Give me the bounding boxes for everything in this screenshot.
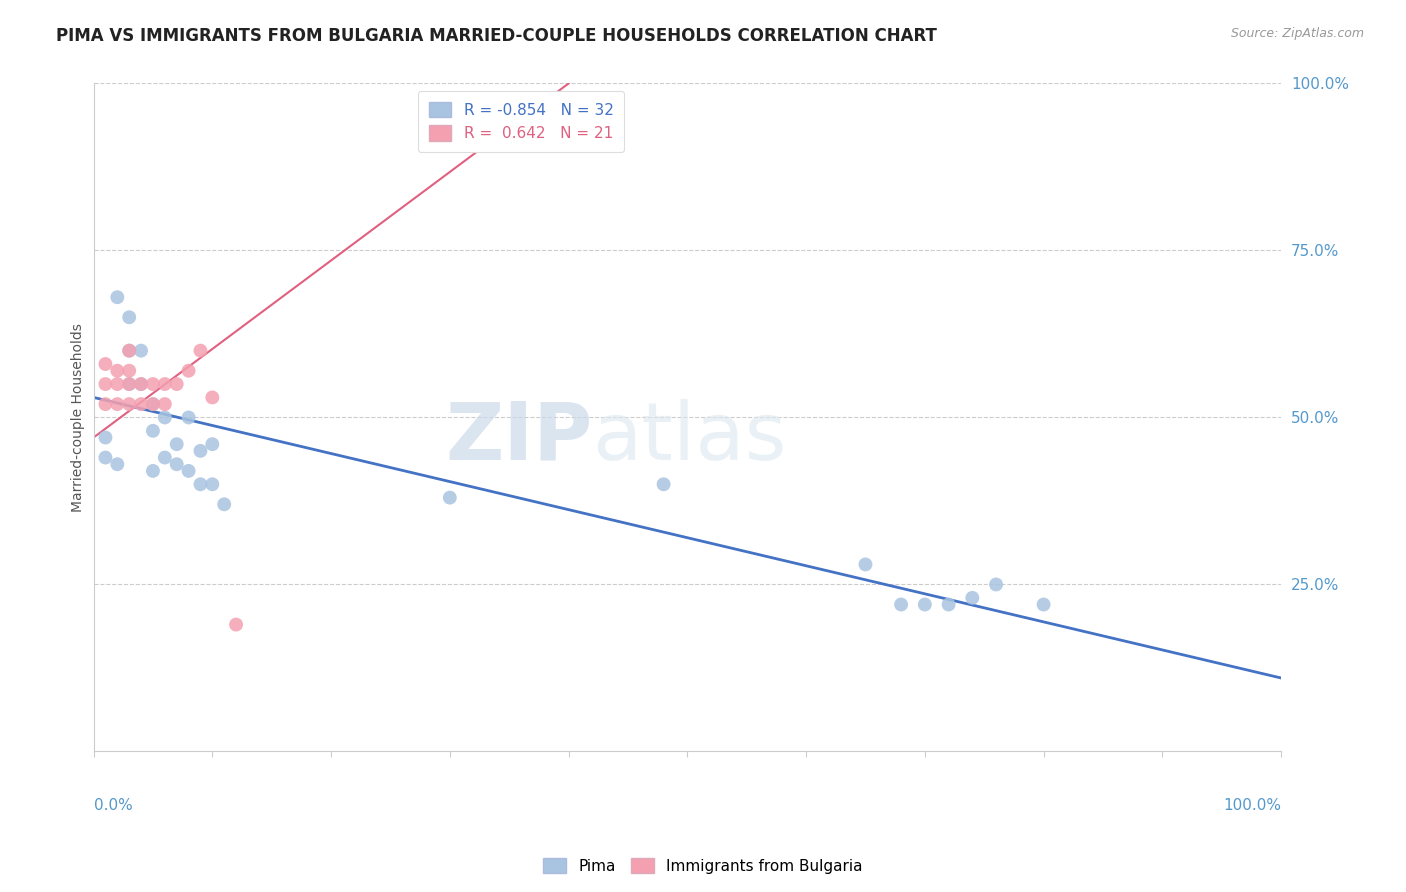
Point <box>142 377 165 392</box>
Point <box>1032 598 1054 612</box>
Point <box>938 598 960 612</box>
Point <box>190 443 212 458</box>
Point <box>166 457 188 471</box>
Point <box>652 477 675 491</box>
Legend: Pima, Immigrants from Bulgaria: Pima, Immigrants from Bulgaria <box>537 852 869 880</box>
Point <box>105 457 128 471</box>
Point <box>153 377 176 392</box>
Text: atlas: atlas <box>592 399 787 476</box>
Point <box>94 357 117 371</box>
Point <box>190 477 212 491</box>
Point <box>129 397 152 411</box>
Point <box>225 617 247 632</box>
Point <box>94 450 117 465</box>
Point <box>105 364 128 378</box>
Point <box>153 450 176 465</box>
Point <box>177 364 200 378</box>
Point <box>94 377 117 392</box>
Text: PIMA VS IMMIGRANTS FROM BULGARIA MARRIED-COUPLE HOUSEHOLDS CORRELATION CHART: PIMA VS IMMIGRANTS FROM BULGARIA MARRIED… <box>56 27 938 45</box>
Point <box>190 343 212 358</box>
Point <box>142 397 165 411</box>
Point <box>166 437 188 451</box>
Point <box>142 397 165 411</box>
Y-axis label: Married-couple Households: Married-couple Households <box>72 323 86 512</box>
Point <box>142 464 165 478</box>
Point <box>118 377 141 392</box>
Legend: R = -0.854   N = 32, R =  0.642   N = 21: R = -0.854 N = 32, R = 0.642 N = 21 <box>418 91 624 152</box>
Text: 100.0%: 100.0% <box>1223 798 1281 814</box>
Point <box>105 377 128 392</box>
Point <box>129 377 152 392</box>
Point <box>153 397 176 411</box>
Point <box>142 424 165 438</box>
Point <box>118 397 141 411</box>
Text: ZIP: ZIP <box>446 399 592 476</box>
Point <box>105 397 128 411</box>
Point <box>177 464 200 478</box>
Point <box>914 598 936 612</box>
Point <box>166 377 188 392</box>
Point <box>201 477 224 491</box>
Point <box>439 491 461 505</box>
Point <box>118 310 141 325</box>
Point <box>984 577 1007 591</box>
Text: 0.0%: 0.0% <box>94 798 132 814</box>
Point <box>105 290 128 304</box>
Point <box>201 437 224 451</box>
Point <box>118 377 141 392</box>
Point <box>212 497 235 511</box>
Point <box>129 377 152 392</box>
Point <box>201 391 224 405</box>
Point <box>129 343 152 358</box>
Point <box>94 397 117 411</box>
Text: Source: ZipAtlas.com: Source: ZipAtlas.com <box>1230 27 1364 40</box>
Point <box>153 410 176 425</box>
Point <box>890 598 912 612</box>
Point <box>962 591 984 605</box>
Point <box>94 430 117 444</box>
Point <box>855 558 877 572</box>
Point <box>118 364 141 378</box>
Point <box>177 410 200 425</box>
Point <box>118 343 141 358</box>
Point <box>118 343 141 358</box>
